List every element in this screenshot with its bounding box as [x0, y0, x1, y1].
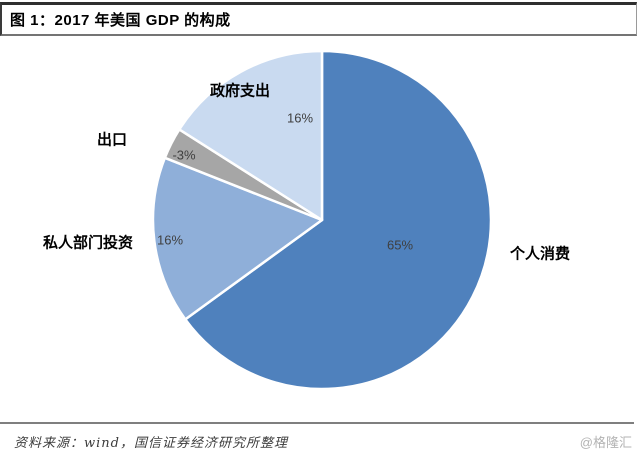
pie-percent-label-0: 65%: [386, 237, 414, 253]
pie-category-label-3: 政府支出: [209, 82, 271, 100]
pie-percent-label-2: -3%: [172, 147, 196, 163]
pie-percent-label-1: 16%: [156, 232, 184, 248]
pie-slice-1: [151, 156, 324, 321]
pie-category-label-0: 个人消费: [509, 245, 571, 263]
pie-slice-0: [184, 49, 493, 391]
pie-percent-label-3: 16%: [286, 110, 314, 126]
pie-slice-3: [178, 49, 324, 222]
footer-divider: [0, 422, 634, 424]
source-note: 资料来源：wind，国信证券经济研究所整理: [14, 436, 288, 451]
figure-header: 图 1：2017 年美国 GDP 的构成: [0, 2, 637, 36]
watermark: @格隆汇: [579, 435, 632, 450]
pie-category-label-2: 出口: [96, 131, 128, 149]
figure-title: 图 1：2017 年美国 GDP 的构成: [10, 12, 231, 29]
pie-category-label-1: 私人部门投资: [42, 234, 134, 252]
